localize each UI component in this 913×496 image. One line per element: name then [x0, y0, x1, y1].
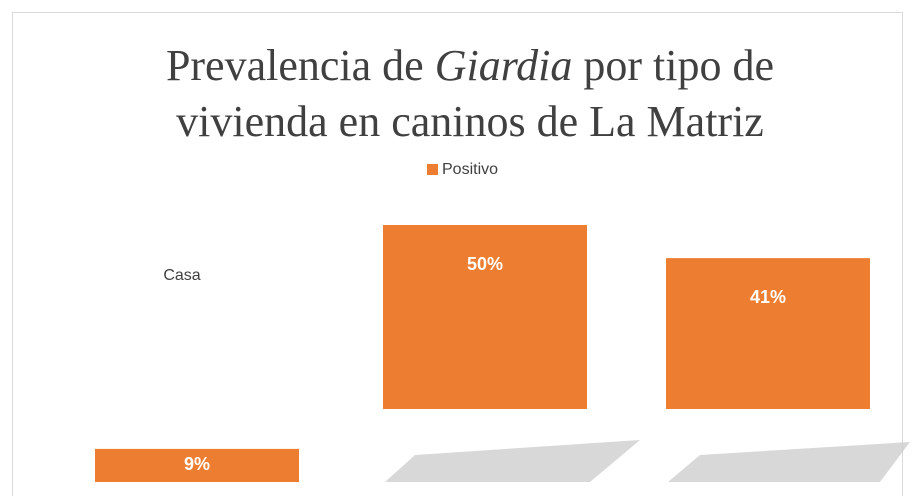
x-tick-label: Casa	[163, 267, 200, 284]
data-label: 9%	[184, 454, 210, 474]
data-label: 50%	[467, 254, 503, 274]
bar	[666, 258, 870, 409]
chart-title: vivienda en caninos de La Matriz	[176, 97, 764, 146]
title-part: por tipo de	[572, 41, 774, 90]
data-label: 41%	[750, 287, 786, 307]
legend-label: Positivo	[442, 161, 498, 178]
bar-shadow	[668, 442, 910, 482]
title-part: Prevalencia de	[166, 41, 435, 90]
bar	[95, 448, 299, 482]
bar	[383, 225, 587, 409]
bar-shadow	[385, 440, 640, 482]
title-part: Giardia	[435, 41, 573, 90]
legend-swatch	[427, 164, 438, 175]
chart-title: Prevalencia de Giardia por tipo de	[166, 41, 774, 90]
